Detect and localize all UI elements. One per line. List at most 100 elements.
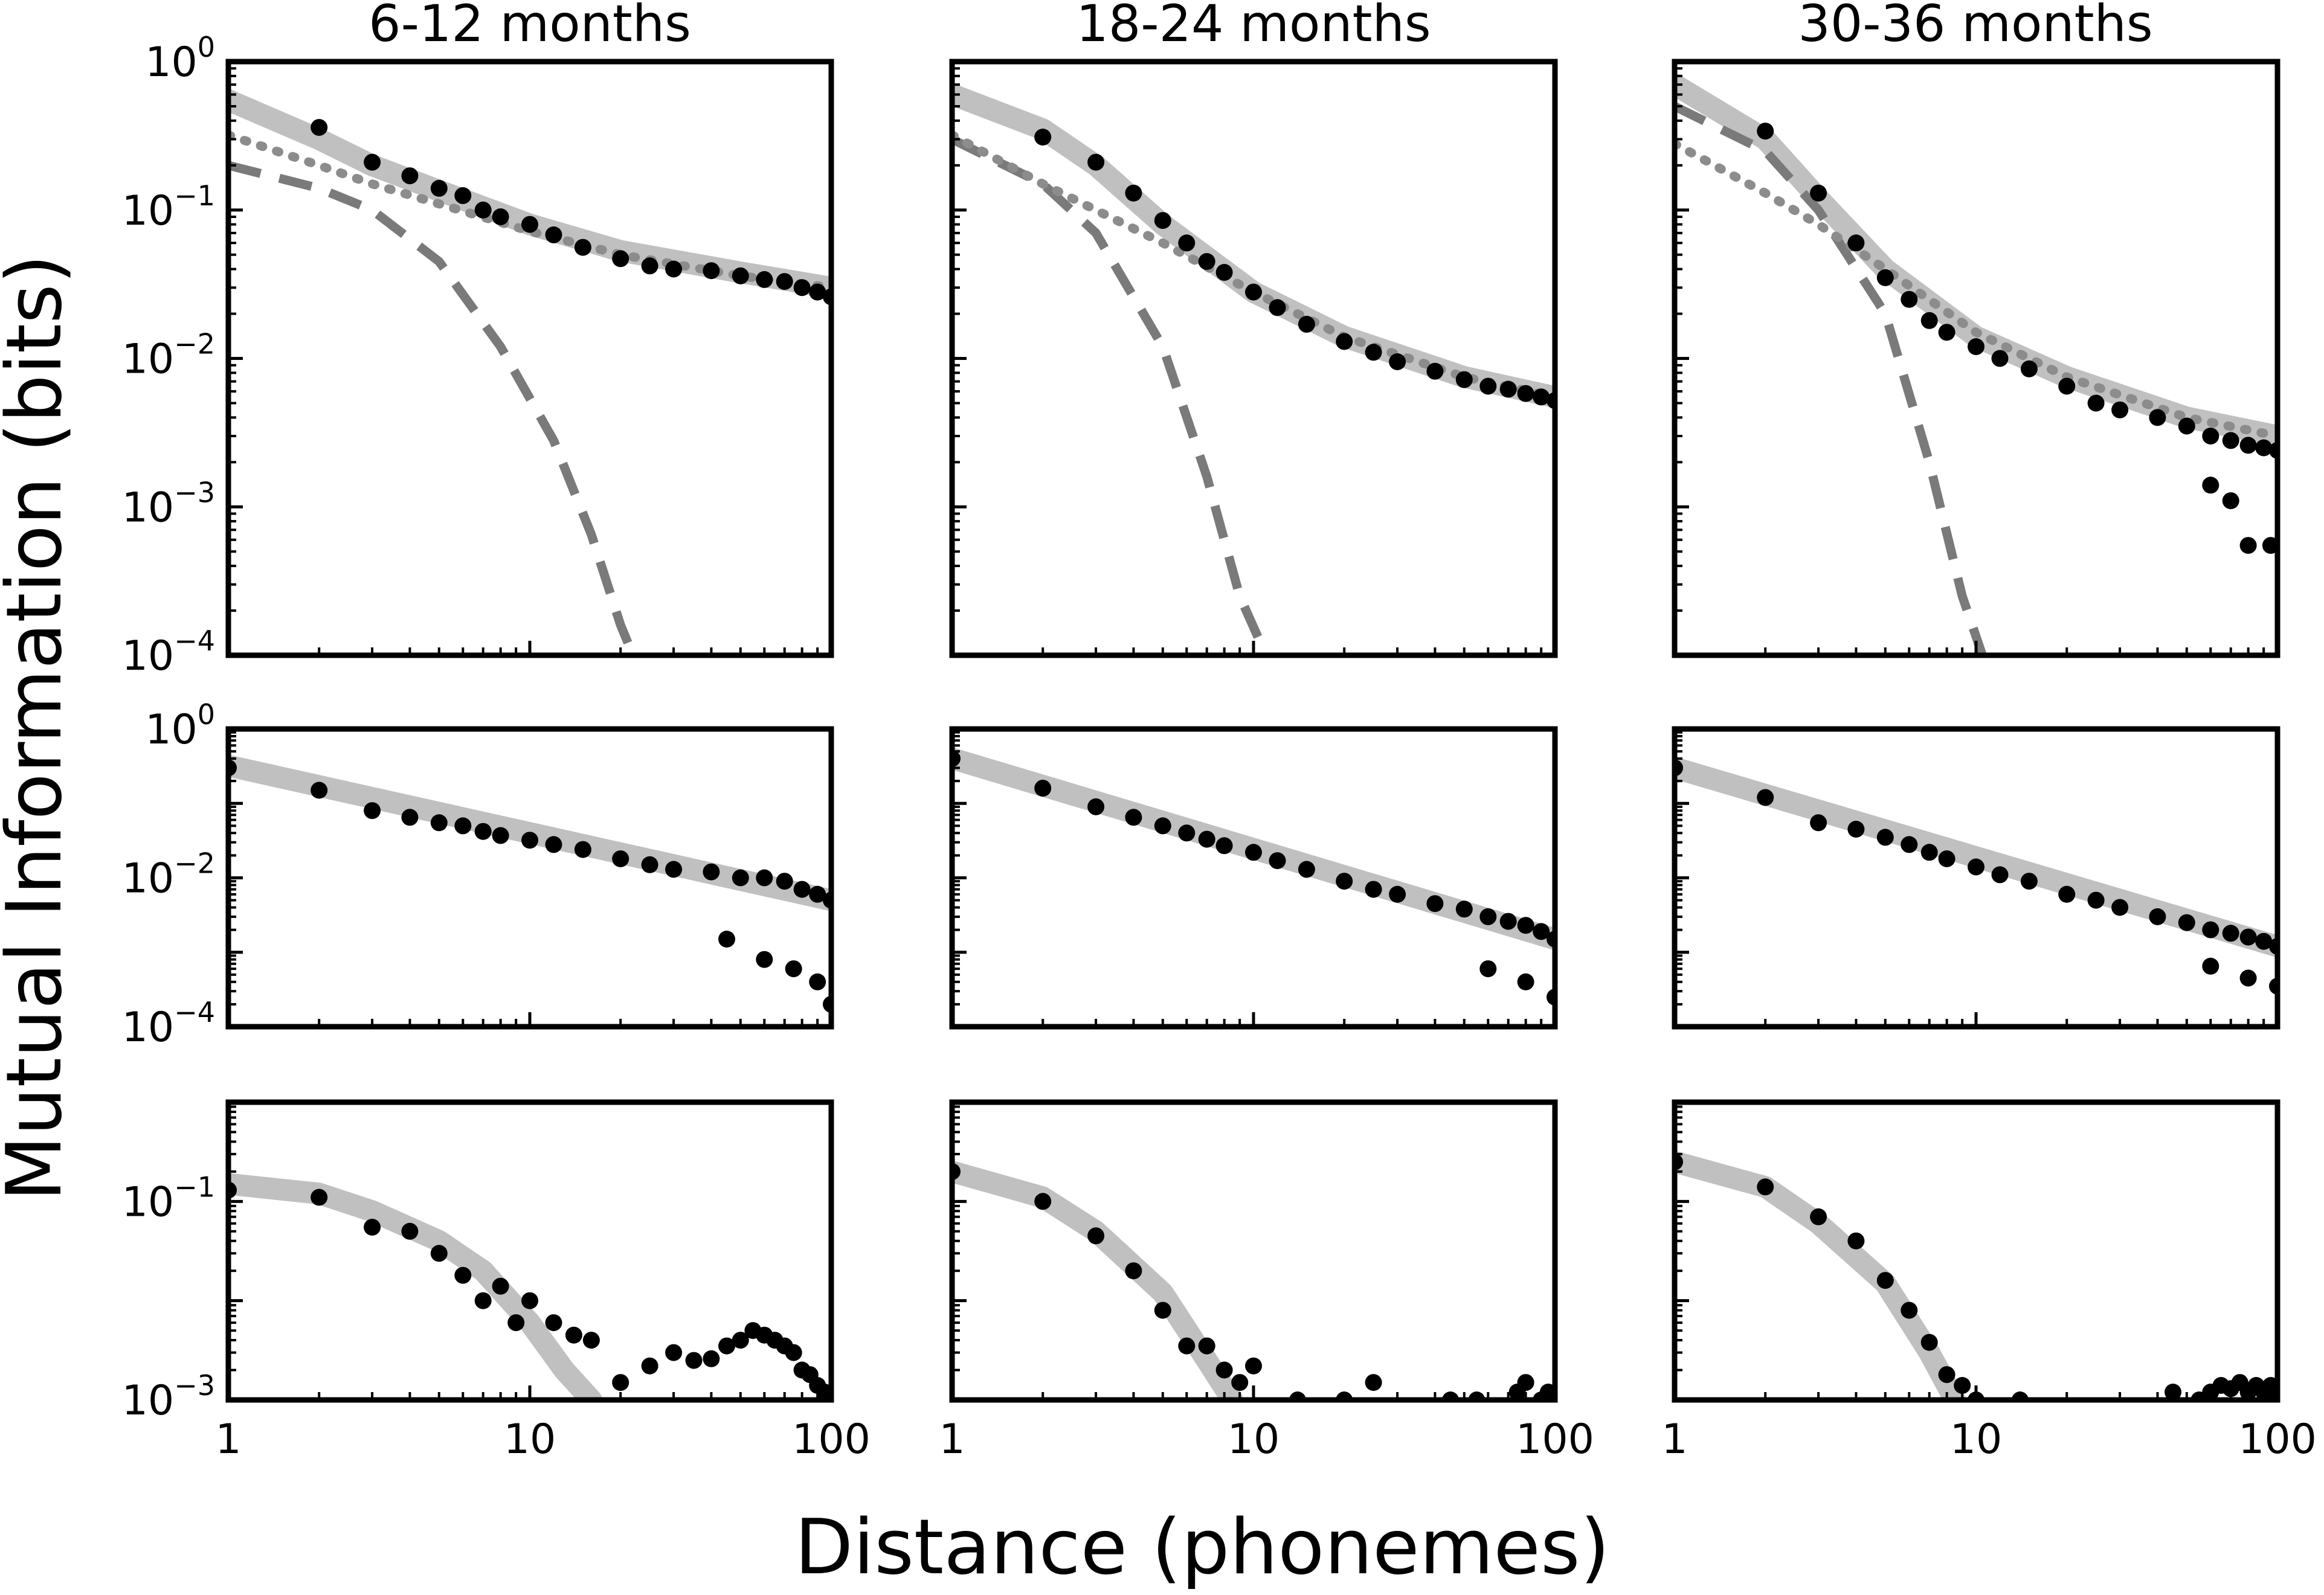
data-point bbox=[2222, 925, 2239, 942]
x-tick-label: 10 bbox=[1228, 1416, 1280, 1463]
data-point bbox=[2149, 409, 2166, 426]
fit-curve-dashed-gray bbox=[1675, 102, 1987, 655]
x-tick-label: 10 bbox=[504, 1416, 556, 1463]
data-point bbox=[1455, 371, 1473, 388]
data-point bbox=[1426, 895, 1444, 913]
data-point bbox=[1847, 821, 1865, 838]
data-point bbox=[1198, 830, 1215, 848]
data-point bbox=[793, 881, 811, 898]
data-point bbox=[1034, 1193, 1052, 1210]
data-point bbox=[1198, 1337, 1215, 1355]
data-point bbox=[732, 869, 749, 887]
data-point bbox=[521, 832, 538, 849]
data-point bbox=[401, 167, 419, 185]
data-point bbox=[474, 1292, 492, 1309]
data-point bbox=[2255, 932, 2273, 950]
y-axis-label: Mutual Information (bits) bbox=[0, 254, 79, 1201]
data-point bbox=[1938, 1366, 1955, 1384]
data-point bbox=[1034, 780, 1052, 797]
fit-curve-thick-light-gray bbox=[1675, 1151, 1966, 1400]
data-point bbox=[1517, 1374, 1534, 1391]
chart-panel-row3-col1: 1 10 100 10−1 10−3 bbox=[122, 1099, 871, 1463]
axes-frame bbox=[225, 59, 834, 658]
data-point bbox=[430, 1245, 448, 1262]
y-tick-label: 10−4 bbox=[122, 624, 215, 680]
data-point bbox=[1901, 836, 1918, 853]
data-point bbox=[1455, 900, 1473, 918]
data-point bbox=[454, 187, 472, 204]
data-point bbox=[1876, 1272, 1894, 1289]
y-tick-label: 10−2 bbox=[122, 328, 215, 384]
data-point bbox=[492, 208, 509, 225]
chart-panel-row1-col3 bbox=[1672, 59, 2281, 658]
data-point bbox=[732, 1332, 749, 1349]
data-point bbox=[1298, 861, 1315, 878]
y-tick-label: 10−1 bbox=[122, 179, 215, 235]
data-point bbox=[521, 216, 538, 233]
data-point bbox=[311, 119, 328, 136]
data-point bbox=[2239, 969, 2257, 987]
column-title-2: 18-24 months bbox=[1076, 0, 1431, 53]
data-point bbox=[756, 951, 773, 968]
data-point bbox=[2262, 537, 2277, 554]
y-tick-label: 10−1 bbox=[122, 1170, 215, 1226]
data-point bbox=[2202, 921, 2219, 939]
data-point bbox=[2222, 432, 2239, 449]
data-point bbox=[809, 973, 826, 990]
data-point bbox=[1269, 299, 1286, 316]
data-point bbox=[1991, 350, 2009, 367]
data-point bbox=[1876, 269, 1894, 286]
data-point bbox=[430, 179, 448, 197]
data-point bbox=[718, 931, 735, 948]
data-point bbox=[545, 836, 562, 853]
data-point bbox=[1365, 344, 1382, 361]
data-point bbox=[2058, 377, 2076, 395]
data-point bbox=[565, 1326, 582, 1344]
data-point bbox=[1968, 338, 1984, 355]
data-point bbox=[521, 1292, 538, 1309]
axes-frame bbox=[1672, 59, 2281, 658]
data-point bbox=[703, 262, 720, 280]
data-point bbox=[1245, 844, 1262, 861]
data-point bbox=[1215, 1361, 1233, 1379]
data-point bbox=[1125, 1262, 1142, 1280]
data-point bbox=[1968, 858, 1984, 876]
data-point bbox=[2178, 417, 2195, 435]
data-point bbox=[1336, 873, 1353, 890]
data-point bbox=[756, 271, 773, 288]
data-point bbox=[2178, 914, 2195, 931]
data-point bbox=[492, 1277, 509, 1295]
chart-panel-row1-col2 bbox=[949, 59, 1558, 658]
axes-frame bbox=[1672, 1099, 2281, 1403]
data-point bbox=[2239, 437, 2257, 454]
data-point bbox=[756, 869, 773, 887]
plot-area bbox=[952, 748, 1555, 1006]
axes-frame bbox=[949, 726, 1558, 1030]
data-point bbox=[507, 1314, 525, 1332]
data-point bbox=[1365, 1374, 1382, 1391]
data-point bbox=[2111, 401, 2129, 419]
data-point bbox=[1920, 1333, 1938, 1351]
y-tick-label: 10−3 bbox=[122, 1369, 215, 1425]
data-point bbox=[2202, 477, 2219, 494]
data-point bbox=[1533, 388, 1550, 406]
data-point bbox=[1389, 885, 1406, 903]
data-point bbox=[1938, 324, 1955, 341]
data-point bbox=[1178, 824, 1196, 842]
axes-frame bbox=[225, 726, 834, 1030]
data-point bbox=[1087, 798, 1105, 815]
chart-panel-row3-col2: 1 10 100 bbox=[939, 1099, 1594, 1463]
data-point bbox=[1154, 817, 1171, 835]
plot-area bbox=[1675, 74, 2277, 655]
y-tick-label: 100 bbox=[145, 698, 215, 754]
data-point bbox=[1178, 1337, 1196, 1355]
chart-panel-row2-col1: 100 10−2 10−4 bbox=[122, 698, 834, 1051]
plot-area bbox=[952, 83, 1555, 655]
data-point bbox=[1517, 973, 1534, 990]
data-point bbox=[718, 1337, 735, 1355]
axes-frame bbox=[225, 1099, 834, 1403]
chart-panel-row1-col1: 100 10−1 10−2 10−3 10−4 bbox=[122, 31, 834, 680]
data-point bbox=[545, 226, 562, 243]
data-point bbox=[401, 1222, 419, 1240]
